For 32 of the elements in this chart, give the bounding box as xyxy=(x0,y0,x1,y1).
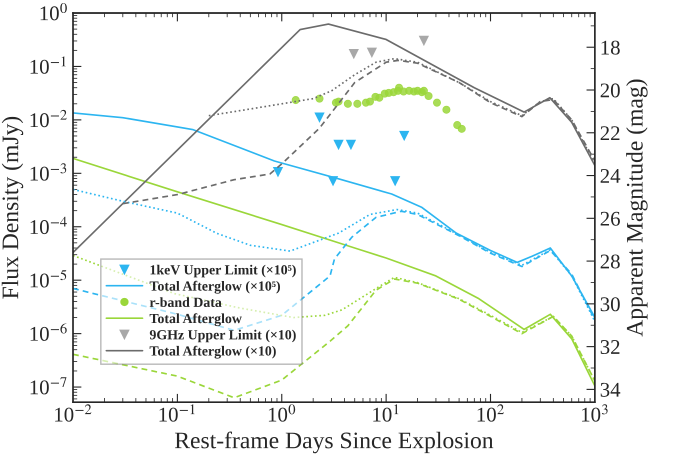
y2-tick-label: 26 xyxy=(600,212,620,226)
y-tick-label: 10$^{−2}$ xyxy=(30,110,67,128)
x-tick-label: 10$^{−1}$ xyxy=(160,404,195,422)
legend-label: r-band Data xyxy=(150,297,222,307)
x-tick-label: 10$^{1}$ xyxy=(373,404,398,422)
y2-tick-label: 32 xyxy=(600,340,620,354)
y2-axis-title: Apparent Magnitude (mag) xyxy=(626,80,648,337)
y2-tick-label: 24 xyxy=(600,168,620,183)
x-tick-label: 10$^{0}$ xyxy=(268,404,296,422)
y-axis-title: Flux Density (mJy) xyxy=(2,116,24,299)
y-tick-label: 10$^{−5}$ xyxy=(30,270,66,288)
y2-tick-label: 20 xyxy=(600,83,620,98)
legend-label: 9GHz Upper Limit (×10) xyxy=(150,330,296,342)
legend-label: Total Afterglow (×10) xyxy=(150,346,276,359)
legend-label: Total Afterglow xyxy=(150,313,242,326)
y-tick-label: 10$^{−6}$ xyxy=(30,323,67,341)
y2-tick-label: 28 xyxy=(600,254,620,269)
x-axis-title: Rest-frame Days Since Explosion xyxy=(174,432,494,454)
y-tick-label: 10$^{−7}$ xyxy=(30,377,66,394)
legend-label: 1keV Upper Limit (×10⁵) xyxy=(150,264,296,278)
x-tick-label: 10$^{3}$ xyxy=(582,404,608,422)
y-tick-label: 10$^{−3}$ xyxy=(30,163,66,181)
x-tick-label: 10$^{−2}$ xyxy=(55,404,92,422)
y-tick-label: 10$^{0}$ xyxy=(40,2,67,20)
legend-label: Total Afterglow (×10⁵) xyxy=(150,280,280,294)
y2-tick-label: 22 xyxy=(600,126,620,140)
y2-tick-label: 34 xyxy=(600,382,620,397)
x-tick-label: 10$^{2}$ xyxy=(478,404,504,422)
y-tick-label: 10$^{−4}$ xyxy=(30,216,67,234)
y2-tick-label: 30 xyxy=(600,297,620,312)
y2-tick-label: 18 xyxy=(602,40,620,55)
y-tick-label: 10$^{−1}$ xyxy=(30,56,66,74)
